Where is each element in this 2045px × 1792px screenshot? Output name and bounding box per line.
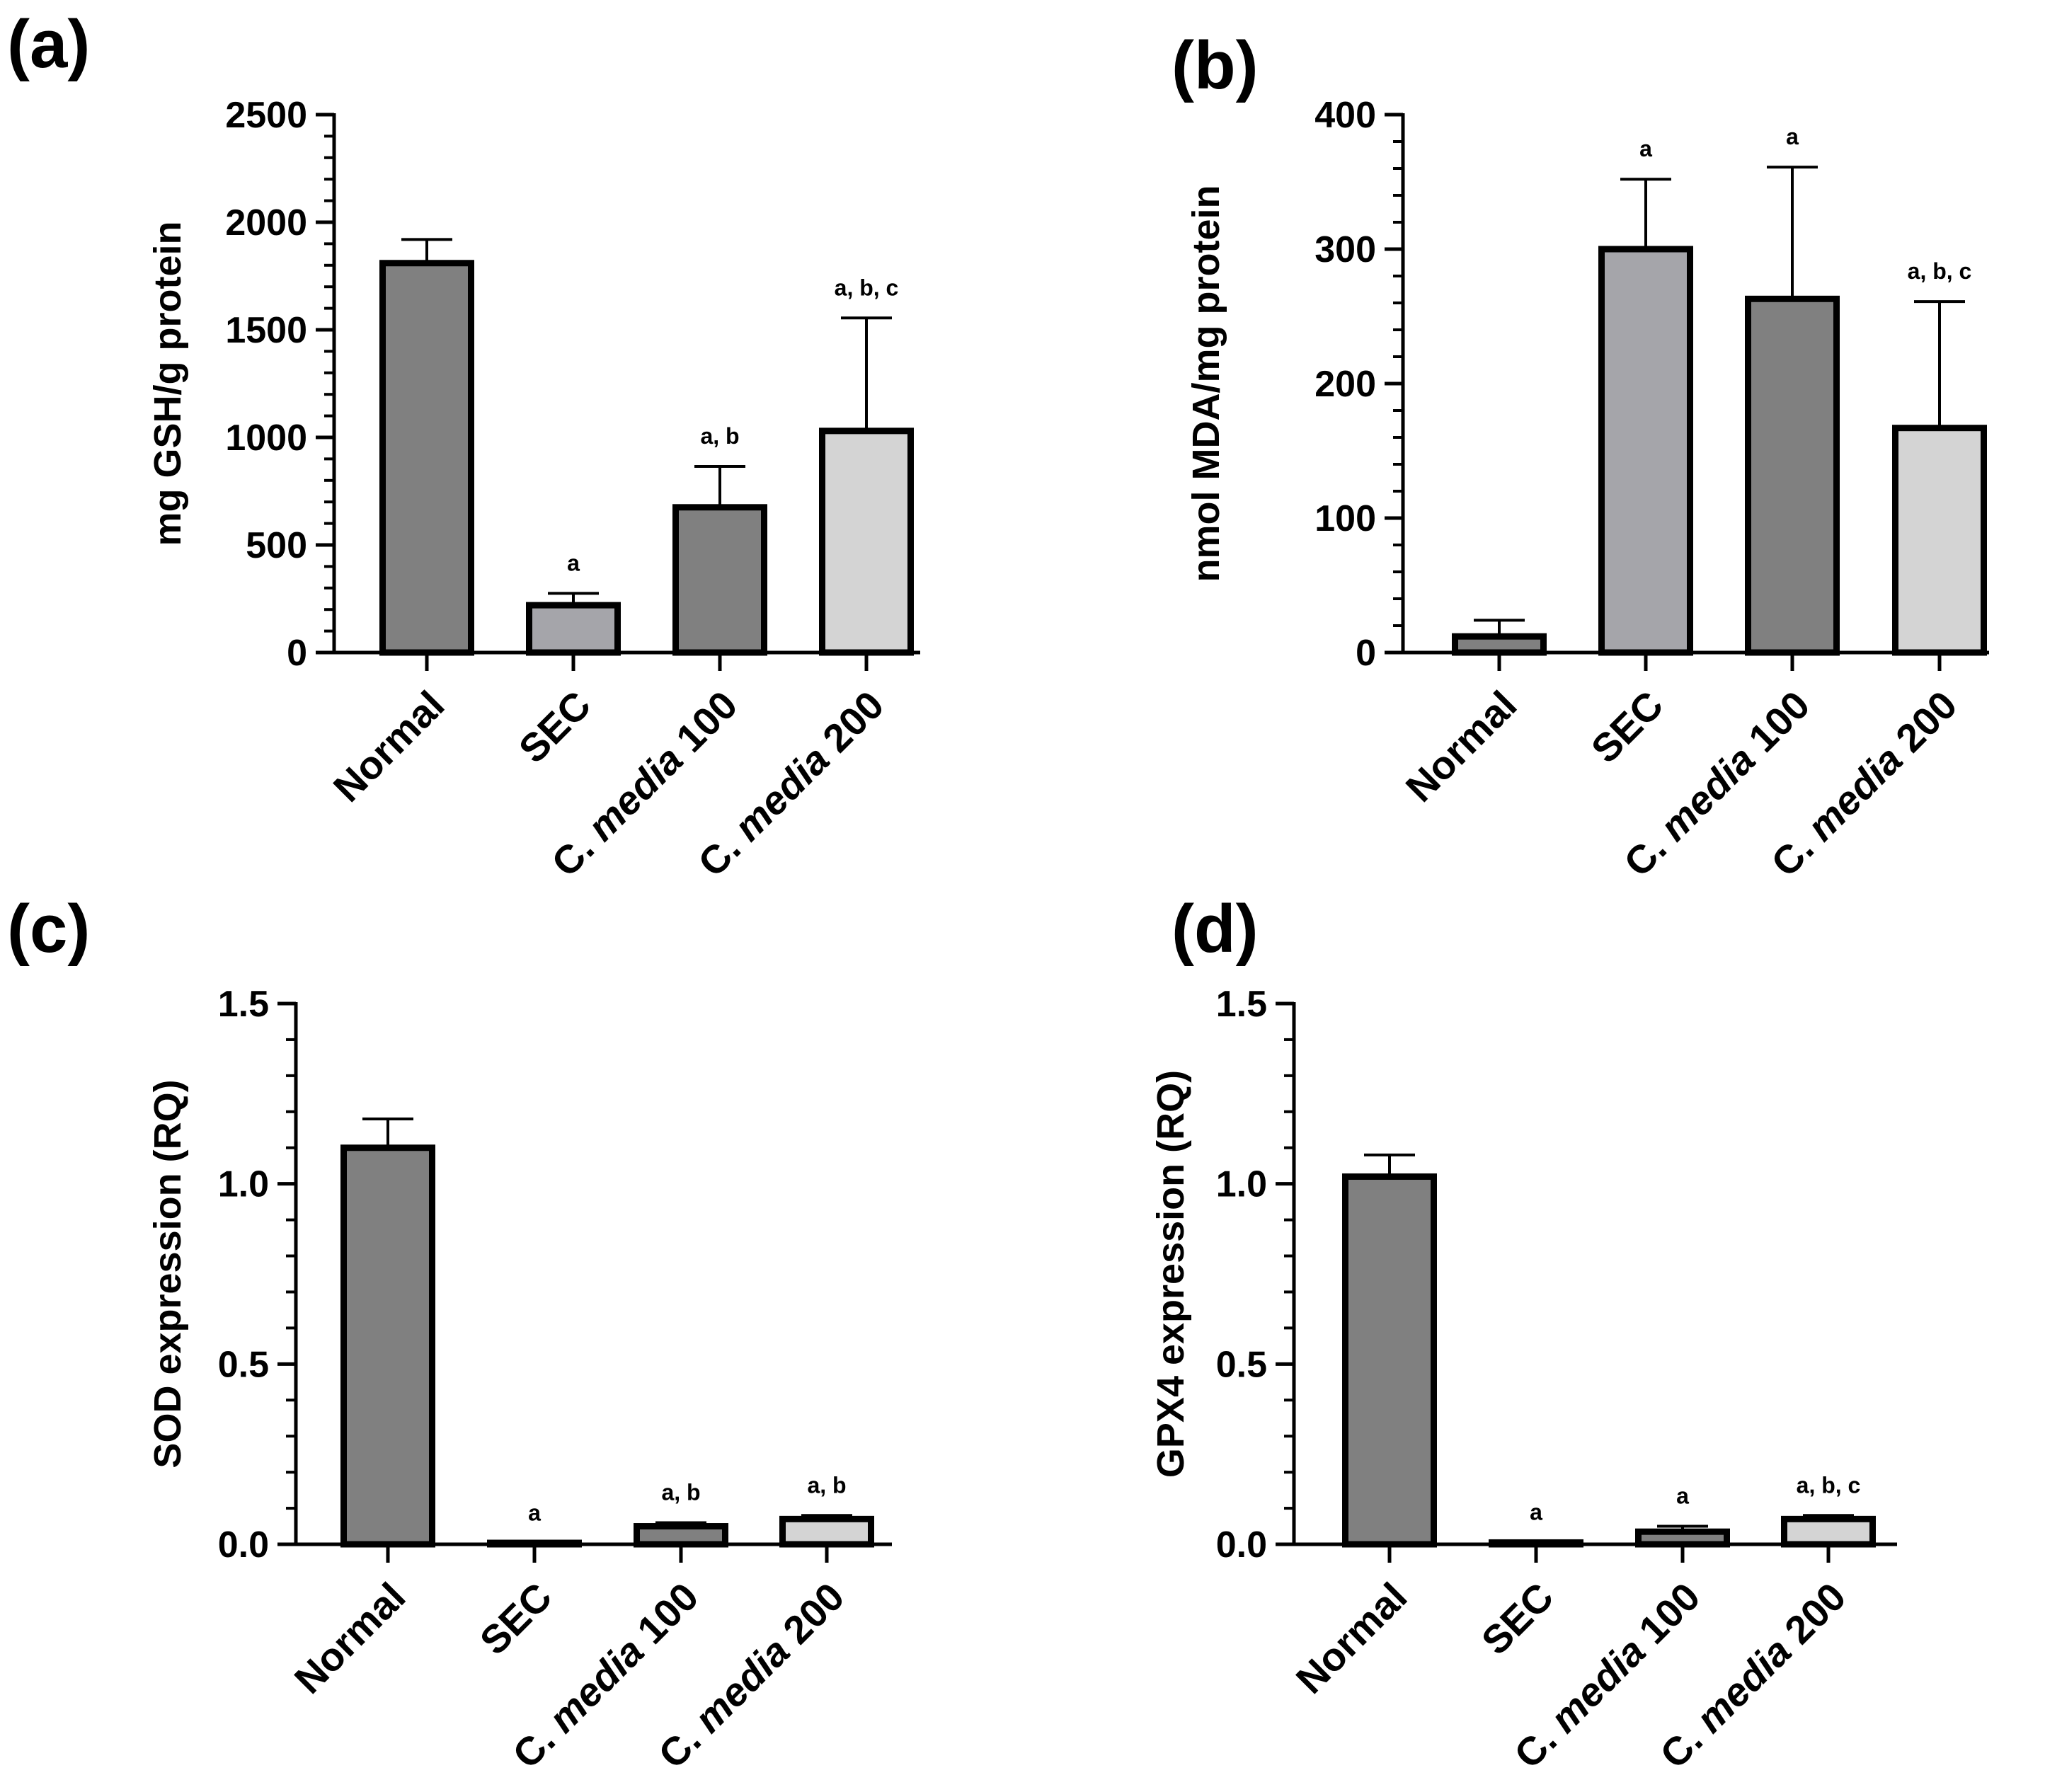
bar	[1635, 1528, 1730, 1548]
category-label: SEC	[1473, 1574, 1562, 1663]
bar	[340, 1144, 435, 1548]
y-tick-label: 0.0	[1216, 1524, 1267, 1566]
y-tick-label: 1000	[225, 418, 307, 459]
significance-label: a, b	[807, 1472, 846, 1498]
category-label: Normal	[325, 682, 453, 810]
panel-label: (a)	[7, 6, 90, 82]
y-axis-label: nmol MDA/mg protein	[1185, 185, 1227, 582]
bar-group	[340, 1117, 435, 1548]
bar-group	[379, 238, 474, 656]
bar-group	[1635, 1524, 1730, 1548]
y-tick-label: 0	[287, 633, 307, 674]
y-axis-label: mg GSH/g protein	[147, 222, 189, 546]
significance-label: a, b, c	[835, 275, 899, 300]
significance-label: a	[1639, 136, 1652, 161]
significance-label: a, b	[700, 423, 739, 449]
bar-group	[1342, 1153, 1437, 1548]
category-label: Normal	[1288, 1574, 1416, 1702]
y-axis-label: SOD expression (RQ)	[147, 1079, 189, 1468]
bar	[634, 1523, 728, 1548]
bar-group	[634, 1521, 728, 1548]
bar-group	[779, 1514, 874, 1548]
category-label: Normal	[286, 1574, 414, 1702]
bar	[526, 602, 621, 656]
category-label: SEC	[1583, 682, 1672, 771]
panel-d: (d) GPX4 expression (RQ) a a a, b, c 0.0 0.5 1.…	[1150, 891, 1897, 1777]
y-tick-label: 400	[1314, 95, 1376, 136]
bar	[1781, 1515, 1876, 1548]
bar	[1892, 425, 1987, 656]
y-tick-label: 1.5	[218, 984, 269, 1025]
bar	[779, 1515, 874, 1548]
significance-label: a, b, c	[1797, 1472, 1861, 1498]
category-label: SEC	[471, 1574, 561, 1663]
y-axis-label: GPX4 expression (RQ)	[1150, 1070, 1192, 1478]
y-tick-label: 1.0	[1216, 1164, 1267, 1205]
bar-group	[1781, 1514, 1876, 1548]
bar	[1598, 246, 1693, 656]
bar-group	[1892, 300, 1987, 656]
panel-c: (c) SOD expression (RQ) a a, b a, b 0.0 0.5 1.0…	[7, 891, 892, 1777]
category-label: SEC	[510, 682, 600, 771]
significance-label: a	[1786, 124, 1799, 149]
panel-label: (d)	[1172, 891, 1259, 967]
bar-group	[1452, 619, 1547, 656]
bar	[1745, 295, 1840, 656]
y-tick-label: 1500	[225, 310, 307, 351]
bar	[672, 504, 767, 656]
panel-label: (c)	[7, 891, 90, 967]
y-tick-label: 0.5	[1216, 1344, 1267, 1385]
y-tick-label: 2000	[225, 202, 307, 243]
significance-label: a	[1530, 1499, 1542, 1524]
y-tick-label: 300	[1314, 229, 1376, 270]
bar	[1342, 1173, 1437, 1548]
significance-label: a, b, c	[1908, 258, 1972, 284]
bar	[819, 427, 914, 656]
significance-label: a	[567, 550, 580, 575]
bar-group	[1598, 178, 1693, 656]
y-tick-label: 0.0	[218, 1524, 269, 1566]
bar-group	[819, 316, 914, 656]
panel-a: (a) mg GSH/g protein a a, b a, b, c 0 500 1000 1…	[7, 6, 920, 885]
y-tick-label: 500	[246, 525, 307, 566]
y-tick-label: 200	[1314, 364, 1376, 405]
y-tick-label: 1.0	[218, 1164, 269, 1205]
y-tick-label: 0.5	[218, 1344, 269, 1385]
significance-label: a, b	[661, 1479, 700, 1505]
significance-label: a	[1676, 1483, 1689, 1509]
bar-group	[1745, 166, 1840, 656]
category-label: Normal	[1397, 682, 1525, 810]
panel-b: (b) nmol MDA/mg protein a a a, b, c 0 100 200 30…	[1172, 28, 1989, 885]
y-tick-label: 100	[1314, 498, 1376, 539]
bar	[379, 260, 474, 656]
bar	[1452, 633, 1547, 656]
bar-group	[672, 465, 767, 656]
y-tick-label: 1.5	[1216, 984, 1267, 1025]
y-tick-label: 2500	[225, 95, 307, 136]
y-tick-label: 0	[1356, 633, 1376, 674]
significance-label: a	[528, 1500, 541, 1525]
panel-label: (b)	[1172, 28, 1259, 103]
bar-group	[526, 592, 621, 656]
